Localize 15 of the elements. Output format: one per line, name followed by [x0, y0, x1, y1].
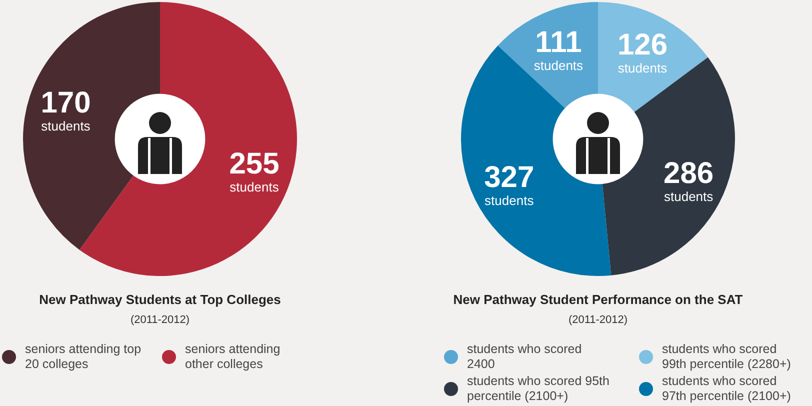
- data-label: 111 students: [534, 26, 584, 74]
- legend-label: seniors attending top 20 colleges: [25, 342, 142, 372]
- text: New Pathway Student Performance on the SAT: [452, 292, 744, 307]
- legend-label: students who scored 97th percentile (2100+): [662, 374, 792, 404]
- data-label: 255 students: [229, 148, 280, 195]
- text: New Pathway Students at Top Colleges: [38, 292, 282, 307]
- legend-label: students who scored 99th percentile (2280+): [662, 342, 792, 372]
- text: (2011-2012): [567, 314, 629, 326]
- legend-label: seniors attending other colleges: [185, 342, 282, 372]
- data-label: 126 students: [617, 28, 668, 76]
- data-label: 170 students: [40, 86, 91, 134]
- data-label: 327 students: [484, 160, 534, 208]
- legend-label: students who scored 95th percentile (2100+): [467, 374, 610, 404]
- data-label: 286 students: [664, 157, 714, 204]
- text: (2011-2012): [129, 314, 191, 326]
